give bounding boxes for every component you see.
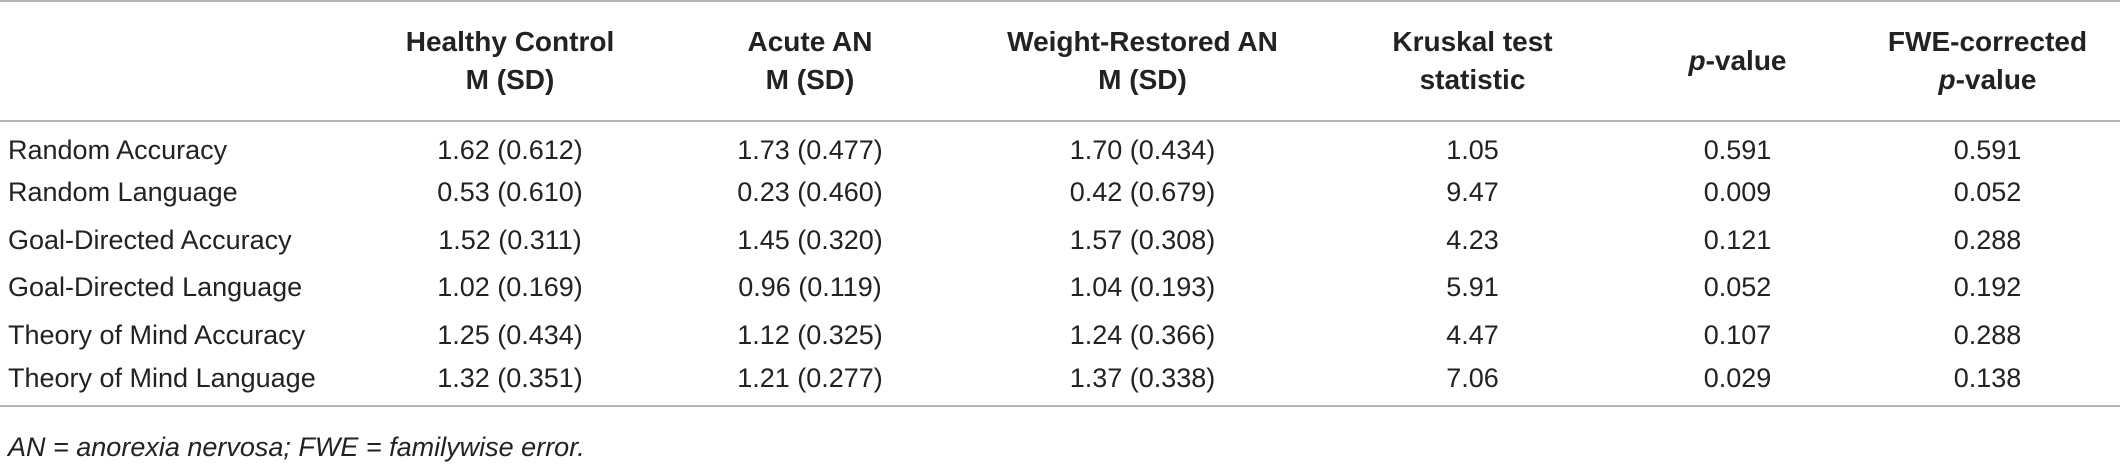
cell-kruskal: 1.05 (1446, 135, 1499, 166)
cell-fwe: 0.288 (1953, 319, 2022, 350)
cell-weight-restored-an: 1.70 (0.434) (1069, 135, 1216, 166)
row-label: Random Accuracy (8, 135, 228, 166)
cell-kruskal: 4.23 (1446, 224, 1499, 255)
row-label: Theory of Mind Accuracy (8, 319, 306, 350)
cell-healthy-control: 0.53 (0.610) (437, 177, 583, 208)
cell-fwe: 0.138 (1855, 358, 2120, 407)
cell-weight-restored-an: 1.24 (0.366) (1069, 319, 1216, 350)
cell-fwe: 0.052 (1953, 177, 2022, 208)
header-line: M (SD) (465, 64, 555, 95)
cell-acute-an: 0.96 (0.119) (738, 272, 882, 303)
header-p-value: p-value (1620, 0, 1855, 122)
table-footnote: AN = anorexia nervosa; FWE = familywise … (8, 432, 585, 462)
header-empty (0, 0, 360, 122)
italic-p: p (1688, 45, 1706, 76)
cell-fwe: 0.288 (1953, 224, 2022, 255)
header-suffix: -value (1705, 45, 1787, 76)
table-row: Random Accuracy 1.62 (0.612) 1.73 (0.477… (0, 121, 2120, 169)
cell-p-value: 0.107 (1703, 319, 1772, 350)
header-healthy-control: Healthy Control M (SD) (360, 0, 660, 122)
header-row: Healthy Control M (SD) Acute AN M (SD) W… (0, 0, 2120, 122)
row-label: Goal-Directed Language (8, 272, 303, 303)
table-row: Theory of Mind Accuracy 1.25 (0.434) 1.1… (0, 311, 2120, 359)
table-row: Goal-Directed Language 1.02 (0.169) 0.96… (0, 264, 2120, 312)
header-line: M (SD) (1098, 64, 1187, 95)
cell-healthy-control: 1.32 (0.351) (360, 358, 660, 407)
header-suffix: -value (1955, 64, 2037, 95)
results-table: Healthy Control M (SD) Acute AN M (SD) W… (0, 0, 2120, 407)
row-label: Goal-Directed Accuracy (8, 224, 292, 255)
cell-weight-restored-an: 0.42 (0.679) (1069, 177, 1216, 208)
cell-fwe: 0.192 (1953, 272, 2022, 303)
cell-kruskal: 9.47 (1446, 177, 1499, 208)
cell-fwe: 0.591 (1953, 135, 2022, 166)
header-kruskal: Kruskal test statistic (1325, 0, 1620, 122)
cell-acute-an: 1.21 (0.277) (660, 358, 960, 407)
header-line: M (SD) (765, 64, 855, 95)
cell-weight-restored-an: 1.37 (0.338) (960, 358, 1325, 407)
cell-kruskal: 7.06 (1325, 358, 1620, 407)
cell-weight-restored-an: 1.04 (0.193) (1069, 272, 1216, 303)
header-fwe-corrected: FWE-corrected p-value (1855, 0, 2120, 122)
header-weight-restored-an: Weight-Restored AN M (SD) (960, 0, 1325, 122)
cell-weight-restored-an: 1.57 (0.308) (1069, 224, 1216, 255)
header-line: statistic (1419, 64, 1526, 95)
row-label: Theory of Mind Language (0, 358, 360, 407)
header-line: p-value (1861, 61, 2114, 99)
cell-healthy-control: 1.62 (0.612) (437, 135, 583, 166)
cell-kruskal: 5.91 (1446, 272, 1499, 303)
cell-p-value: 0.009 (1703, 177, 1772, 208)
cell-p-value: 0.029 (1620, 358, 1855, 407)
cell-acute-an: 1.45 (0.320) (737, 224, 883, 255)
table-row: Goal-Directed Accuracy 1.52 (0.311) 1.45… (0, 216, 2120, 264)
cell-acute-an: 1.12 (0.325) (737, 319, 883, 350)
cell-acute-an: 0.23 (0.460) (737, 177, 883, 208)
cell-p-value: 0.591 (1703, 135, 1772, 166)
cell-acute-an: 1.73 (0.477) (737, 135, 883, 166)
header-line: Acute AN (747, 26, 873, 57)
cell-healthy-control: 1.52 (0.311) (438, 224, 582, 255)
cell-p-value: 0.052 (1703, 272, 1772, 303)
cell-healthy-control: 1.02 (0.169) (437, 272, 583, 303)
header-line: Healthy Control (405, 26, 615, 57)
cell-healthy-control: 1.25 (0.434) (437, 319, 583, 350)
cell-p-value: 0.121 (1703, 224, 1772, 255)
header-line: FWE-corrected (1887, 26, 2088, 57)
header-acute-an: Acute AN M (SD) (660, 0, 960, 122)
header-line: Weight-Restored AN (1007, 26, 1278, 57)
italic-p: p (1938, 64, 1956, 95)
header-line: p-value (1626, 42, 1849, 80)
row-label: Random Language (8, 177, 238, 208)
cell-kruskal: 4.47 (1446, 319, 1499, 350)
header-line: Kruskal test (1392, 26, 1553, 57)
table-row: Theory of Mind Language 1.32 (0.351) 1.2… (0, 358, 2120, 407)
table-row: Random Language 0.53 (0.610) 0.23 (0.460… (0, 169, 2120, 217)
